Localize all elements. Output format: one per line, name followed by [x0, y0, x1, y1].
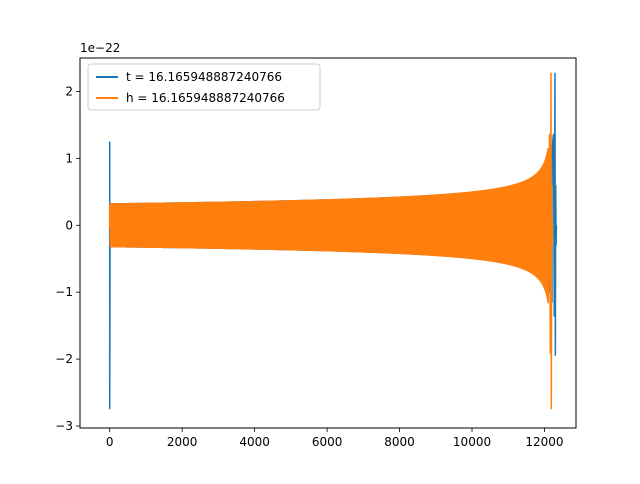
- y-tick-label: −2: [55, 352, 73, 366]
- legend: t = 16.165948887240766 h = 16.16594888724…: [87, 63, 321, 111]
- x-tick-label: 4000: [239, 435, 270, 449]
- plot-frame: [79, 57, 577, 429]
- x-tick-label: 2000: [167, 435, 198, 449]
- y-offset-text: 1e−22: [80, 41, 120, 55]
- y-tick-label: 1: [65, 151, 73, 165]
- y-tick-label: 0: [65, 218, 73, 232]
- series-layer: [108, 72, 558, 410]
- x-tick-label: 6000: [312, 435, 343, 449]
- series-line-2: [108, 72, 554, 410]
- x-tick-label: 0: [106, 435, 114, 449]
- legend-box: [87, 63, 321, 111]
- legend-label: h = 16.165948887240766: [126, 91, 285, 105]
- y-tick-label: −3: [55, 419, 73, 433]
- y-tick-label: 2: [65, 84, 73, 98]
- x-tick-label: 12000: [525, 435, 563, 449]
- legend-label: t = 16.165948887240766: [126, 70, 282, 84]
- x-tick-label: 10000: [453, 435, 491, 449]
- y-tick-label: −1: [55, 285, 73, 299]
- x-axis: 0 2000 4000 6000 8000 10000 12000: [106, 428, 564, 449]
- x-tick-label: 8000: [384, 435, 415, 449]
- y-axis: −3 −2 −1 0 1 2: [55, 84, 80, 433]
